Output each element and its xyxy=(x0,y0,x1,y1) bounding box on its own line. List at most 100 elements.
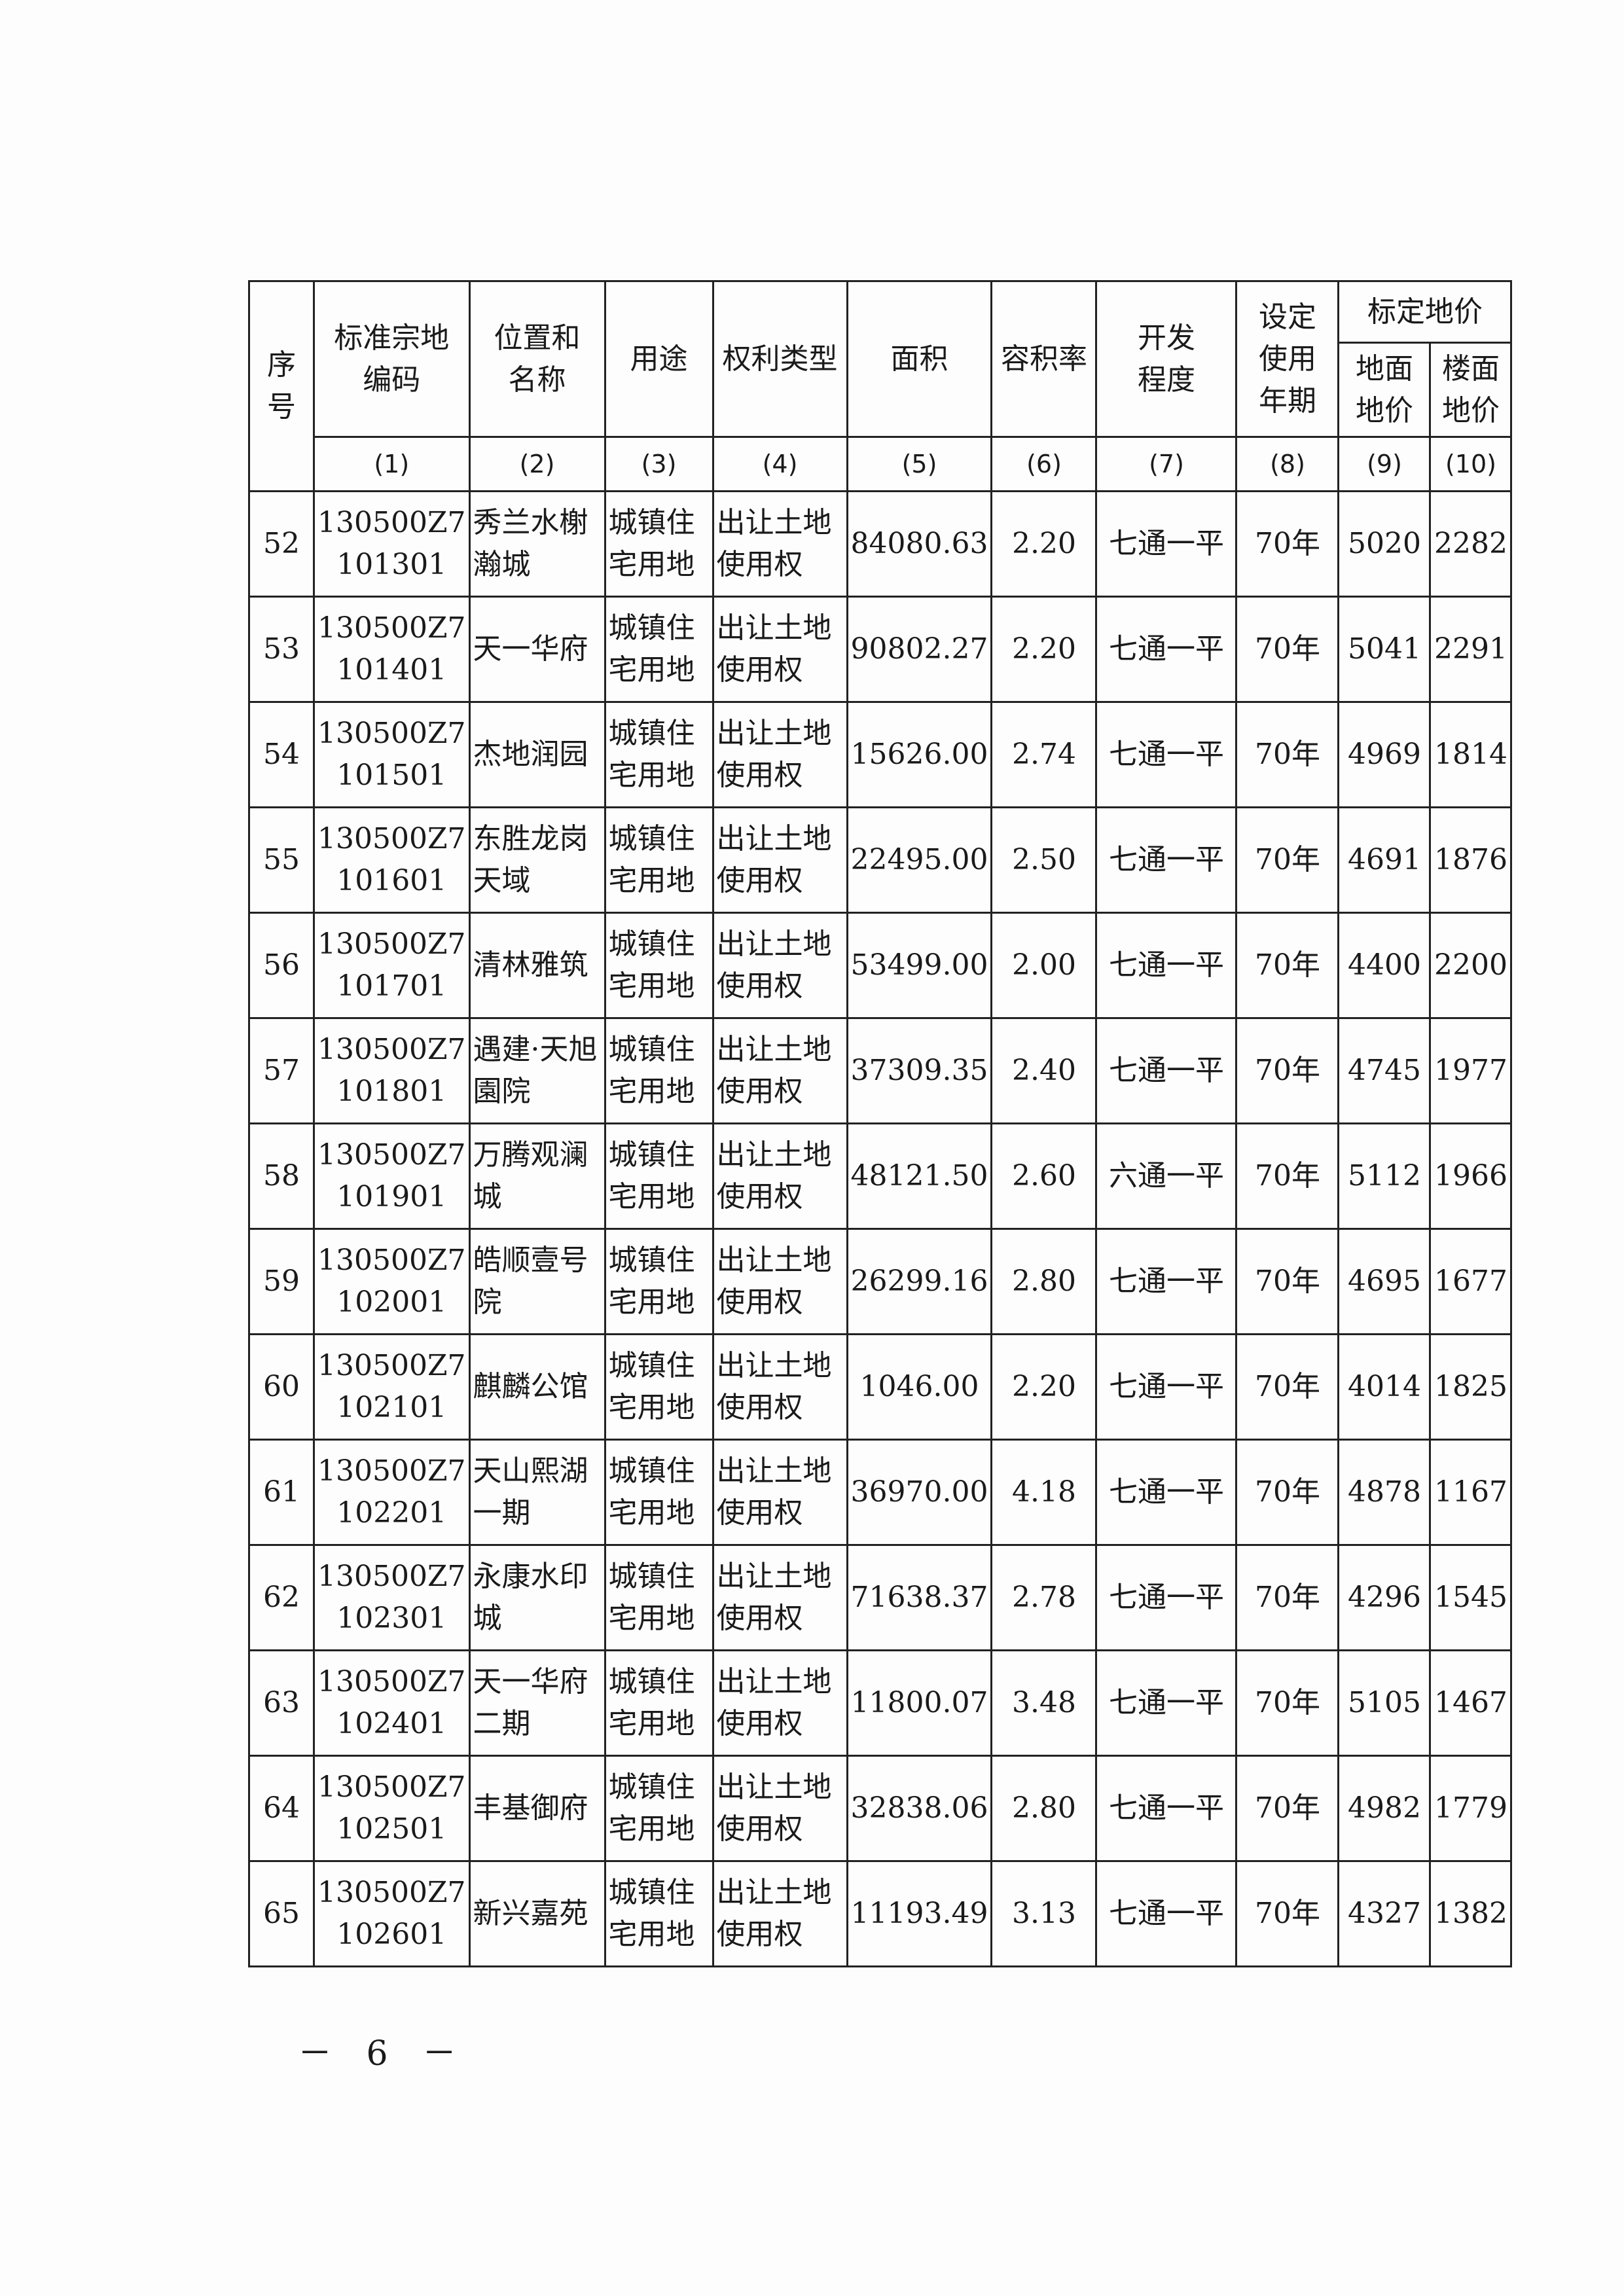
header-seq: 序号 xyxy=(248,280,315,492)
cell-floor: 1545 xyxy=(1429,1544,1513,1651)
cell-use: 城镇住宅用地 xyxy=(604,1860,714,1967)
cell-code: 130500Z7 102301 xyxy=(313,1544,471,1651)
cell-name: 永康水印城 xyxy=(468,1544,606,1651)
cell-floor: 1467 xyxy=(1429,1649,1513,1757)
cell-code: 130500Z7 101701 xyxy=(313,912,471,1019)
cell-seq: 62 xyxy=(248,1544,315,1651)
cell-use: 城镇住宅用地 xyxy=(604,596,714,703)
cell-code: 130500Z7 102601 xyxy=(313,1860,471,1967)
cell-code: 130500Z7 102201 xyxy=(313,1439,471,1546)
cell-ground: 5105 xyxy=(1337,1649,1432,1757)
cell-right: 出让土地使用权 xyxy=(712,1544,848,1651)
cell-name: 丰基御府 xyxy=(468,1755,606,1862)
table-row: 61 130500Z7 102201 天山熙湖一期 城镇住宅用地 出让土地使用权 3697… xyxy=(248,1439,1513,1546)
cell-area: 15626.00 xyxy=(846,701,993,808)
table-body: 52 130500Z7 101301 秀兰水榭瀚城 城镇住宅用地 出让土地使用权 8408… xyxy=(248,490,1513,1967)
cell-use: 城镇住宅用地 xyxy=(604,1439,714,1546)
cell-dev: 七通一平 xyxy=(1095,1544,1238,1651)
cell-term: 70年 xyxy=(1235,1649,1340,1757)
cell-floor: 2282 xyxy=(1429,490,1513,598)
cell-term: 70年 xyxy=(1235,596,1340,703)
cell-far: 2.20 xyxy=(990,596,1098,703)
cell-use: 城镇住宅用地 xyxy=(604,912,714,1019)
cell-right: 出让土地使用权 xyxy=(712,1755,848,1862)
cell-code: 130500Z7 102401 xyxy=(313,1649,471,1757)
cell-name: 天山熙湖一期 xyxy=(468,1439,606,1546)
cell-name: 天一华府二期 xyxy=(468,1649,606,1757)
cell-term: 70年 xyxy=(1235,1122,1340,1230)
col-number: (5) xyxy=(846,436,993,492)
col-number: (9) xyxy=(1337,436,1432,492)
cell-far: 2.74 xyxy=(990,701,1098,808)
col-number: (10) xyxy=(1429,436,1513,492)
cell-area: 32838.06 xyxy=(846,1755,993,1862)
cell-term: 70年 xyxy=(1235,1333,1340,1441)
cell-code: 130500Z7 101801 xyxy=(313,1017,471,1124)
cell-far: 2.80 xyxy=(990,1228,1098,1335)
cell-far: 3.13 xyxy=(990,1860,1098,1967)
col-number: (2) xyxy=(468,436,606,492)
cell-ground: 4691 xyxy=(1337,806,1432,914)
col-number: (8) xyxy=(1235,436,1340,492)
cell-floor: 1876 xyxy=(1429,806,1513,914)
cell-use: 城镇住宅用地 xyxy=(604,701,714,808)
cell-seq: 53 xyxy=(248,596,315,703)
cell-ground: 4878 xyxy=(1337,1439,1432,1546)
cell-right: 出让土地使用权 xyxy=(712,596,848,703)
cell-right: 出让土地使用权 xyxy=(712,1228,848,1335)
cell-seq: 54 xyxy=(248,701,315,808)
cell-code: 130500Z7 101501 xyxy=(313,701,471,808)
cell-ground: 4695 xyxy=(1337,1228,1432,1335)
cell-seq: 60 xyxy=(248,1333,315,1441)
table-row: 52 130500Z7 101301 秀兰水榭瀚城 城镇住宅用地 出让土地使用权 8408… xyxy=(248,490,1513,598)
cell-area: 11193.49 xyxy=(846,1860,993,1967)
header-ground-price: 地面地价 xyxy=(1337,342,1432,438)
cell-dev: 七通一平 xyxy=(1095,596,1238,703)
cell-far: 2.20 xyxy=(990,490,1098,598)
cell-far: 2.78 xyxy=(990,1544,1098,1651)
cell-dev: 七通一平 xyxy=(1095,1333,1238,1441)
header-area: 面积 xyxy=(846,280,993,438)
table-row: 57 130500Z7 101801 遇建·天旭園院 城镇住宅用地 出让土地使用权 373… xyxy=(248,1017,1513,1124)
cell-ground: 4400 xyxy=(1337,912,1432,1019)
cell-term: 70年 xyxy=(1235,912,1340,1019)
cell-name: 新兴嘉苑 xyxy=(468,1860,606,1967)
header-term: 设定使用年期 xyxy=(1235,280,1340,438)
col-number: (3) xyxy=(604,436,714,492)
table-row: 56 130500Z7 101701 清林雅筑 城镇住宅用地 出让土地使用权 53499.… xyxy=(248,912,1513,1019)
cell-dev: 七通一平 xyxy=(1095,701,1238,808)
cell-area: 71638.37 xyxy=(846,1544,993,1651)
cell-right: 出让土地使用权 xyxy=(712,1439,848,1546)
table-row: 62 130500Z7 102301 永康水印城 城镇住宅用地 出让土地使用权 71638… xyxy=(248,1544,1513,1651)
cell-seq: 52 xyxy=(248,490,315,598)
cell-seq: 65 xyxy=(248,1860,315,1967)
table-row: 55 130500Z7 101601 东胜龙岗天域 城镇住宅用地 出让土地使用权 2249… xyxy=(248,806,1513,914)
cell-dev: 七通一平 xyxy=(1095,1228,1238,1335)
cell-area: 1046.00 xyxy=(846,1333,993,1441)
cell-far: 3.48 xyxy=(990,1649,1098,1757)
header-far: 容积率 xyxy=(990,280,1098,438)
cell-ground: 4014 xyxy=(1337,1333,1432,1441)
cell-right: 出让土地使用权 xyxy=(712,912,848,1019)
cell-right: 出让土地使用权 xyxy=(712,701,848,808)
cell-area: 26299.16 xyxy=(846,1228,993,1335)
cell-dev: 七通一平 xyxy=(1095,1755,1238,1862)
cell-name: 麒麟公馆 xyxy=(468,1333,606,1441)
header-code: 标准宗地编码 xyxy=(313,280,471,438)
cell-right: 出让土地使用权 xyxy=(712,1333,848,1441)
table-row: 63 130500Z7 102401 天一华府二期 城镇住宅用地 出让土地使用权 1180… xyxy=(248,1649,1513,1757)
cell-area: 11800.07 xyxy=(846,1649,993,1757)
cell-ground: 4296 xyxy=(1337,1544,1432,1651)
cell-far: 2.60 xyxy=(990,1122,1098,1230)
table-row: 59 130500Z7 102001 皓顺壹号院 城镇住宅用地 出让土地使用权 26299… xyxy=(248,1228,1513,1335)
cell-floor: 1825 xyxy=(1429,1333,1513,1441)
cell-use: 城镇住宅用地 xyxy=(604,1544,714,1651)
cell-dev: 六通一平 xyxy=(1095,1122,1238,1230)
cell-floor: 2291 xyxy=(1429,596,1513,703)
cell-seq: 63 xyxy=(248,1649,315,1757)
cell-ground: 4982 xyxy=(1337,1755,1432,1862)
header-location: 位置和名称 xyxy=(468,280,606,438)
header-use: 用途 xyxy=(604,280,714,438)
cell-use: 城镇住宅用地 xyxy=(604,806,714,914)
cell-term: 70年 xyxy=(1235,1860,1340,1967)
